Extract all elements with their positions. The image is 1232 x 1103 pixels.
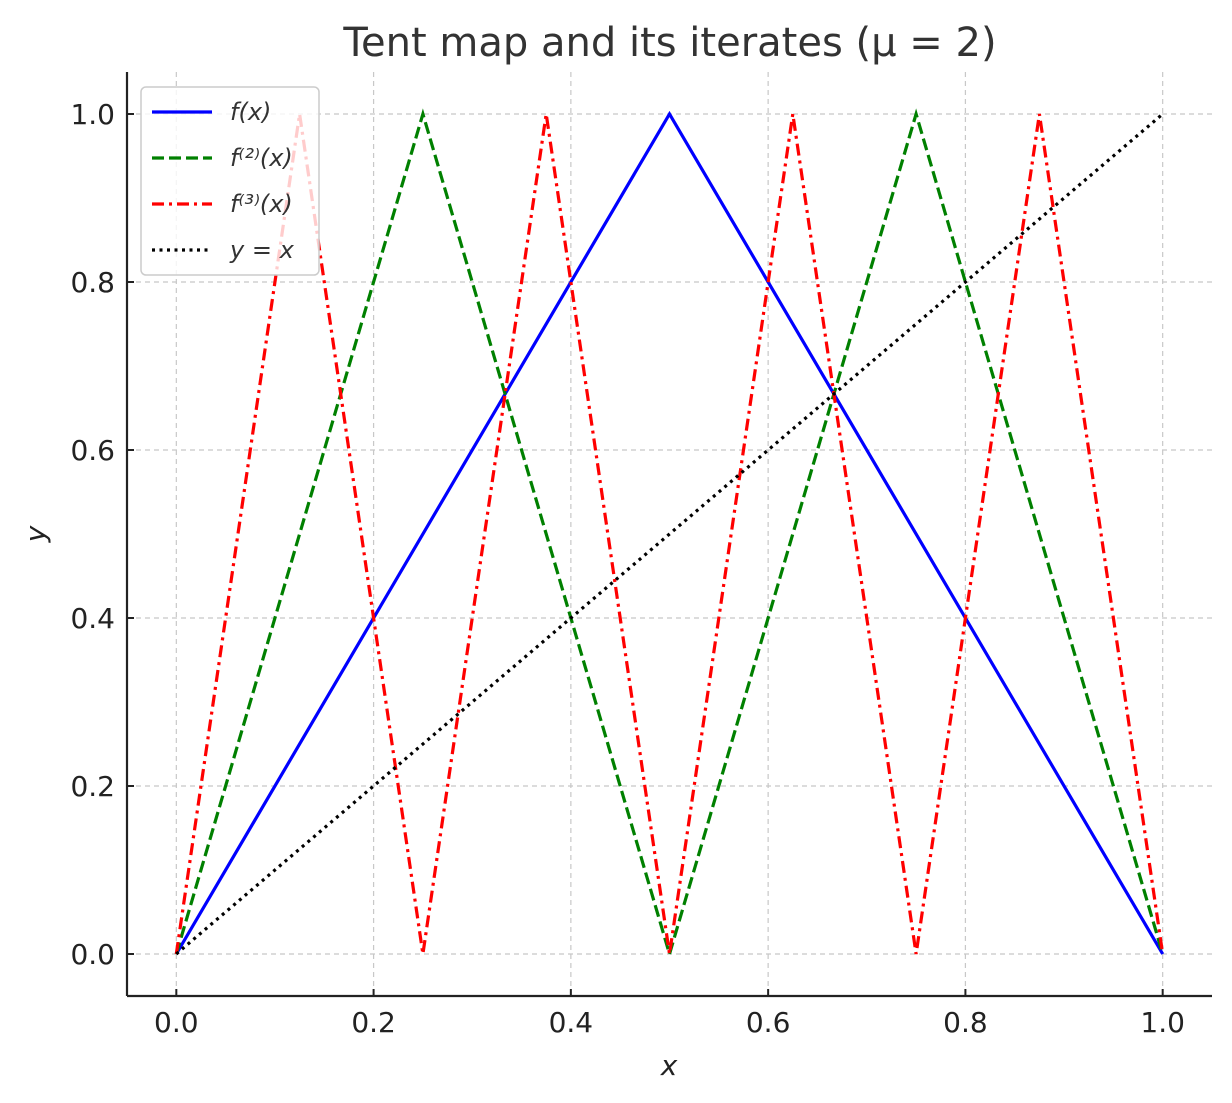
x-tick-label: 1.0 <box>1140 1006 1185 1039</box>
series-line-1 <box>174 110 1165 955</box>
x-tick-label: 0.4 <box>549 1006 594 1039</box>
y-ticks: 0.0 0.2 0.4 0.6 0.8 1.0 <box>70 98 134 971</box>
y-tick-label: 0.8 <box>70 266 115 299</box>
legend: f(x) f⁽²⁾(x) f⁽³⁾(x) y = x <box>140 86 320 276</box>
x-axis-label: x <box>660 1049 678 1082</box>
legend-box <box>140 86 320 276</box>
y-axis-label: y <box>19 525 52 543</box>
legend-label: y = x <box>229 236 295 264</box>
y-tick-label: 0.6 <box>70 434 115 467</box>
legend-label: f⁽²⁾(x) <box>230 144 293 172</box>
y-tick-label: 1.0 <box>70 98 115 131</box>
x-tick-label: 0.6 <box>746 1006 791 1039</box>
x-tick-label: 0.2 <box>351 1006 396 1039</box>
legend-label: f⁽³⁾(x) <box>230 190 293 218</box>
series-line-4 <box>175 112 1164 956</box>
y-tick-label: 0.4 <box>70 602 115 635</box>
x-ticks: 0.0 0.2 0.4 0.6 0.8 1.0 <box>154 989 1185 1039</box>
chart-title: Tent map and its iterates (μ = 2) <box>342 20 996 66</box>
y-tick-label: 0.2 <box>70 770 115 803</box>
legend-label: f(x) <box>230 98 271 126</box>
series-layer <box>174 108 1165 960</box>
x-tick-label: 0.8 <box>943 1006 988 1039</box>
series-line-3 <box>174 113 1165 955</box>
y-tick-label: 0.0 <box>70 938 115 971</box>
x-tick-label: 0.0 <box>154 1006 199 1039</box>
